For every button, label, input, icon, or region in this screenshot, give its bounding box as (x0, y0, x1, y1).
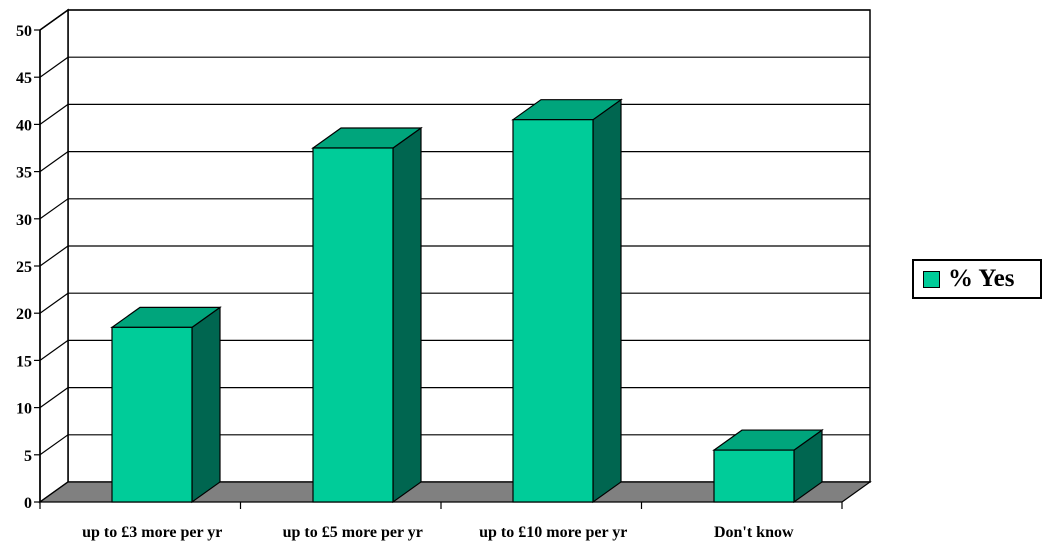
legend: % Yes (912, 259, 1042, 299)
bar-side (392, 126, 422, 504)
y-tick-label: 50 (16, 23, 32, 40)
y-tick-label: 0 (24, 495, 32, 512)
legend-swatch (923, 270, 940, 288)
y-tick-label: 20 (16, 306, 32, 323)
x-category-label: up to £5 more per yr (283, 524, 423, 541)
y-tick-label: 40 (16, 117, 32, 134)
legend-label: % Yes (948, 265, 1015, 292)
y-tick-label: 15 (16, 353, 32, 370)
bar-side (191, 306, 221, 504)
y-tick-label: 30 (16, 212, 32, 229)
y-tick-label: 10 (16, 401, 32, 418)
y-tick-label: 45 (16, 70, 32, 87)
bar (312, 147, 394, 503)
y-tick-label: 25 (16, 259, 32, 276)
x-category-label: up to £10 more per yr (479, 524, 627, 541)
x-category-label: Don't know (714, 524, 794, 541)
bar (713, 449, 795, 503)
gridline (39, 9, 870, 31)
gridline (39, 56, 870, 78)
y-tick-label: 35 (16, 165, 32, 182)
x-category-label: up to £3 more per yr (82, 524, 222, 541)
y-tick-label: 5 (24, 448, 32, 465)
bar (512, 119, 594, 503)
bar-side (592, 98, 622, 504)
bar (111, 326, 193, 503)
